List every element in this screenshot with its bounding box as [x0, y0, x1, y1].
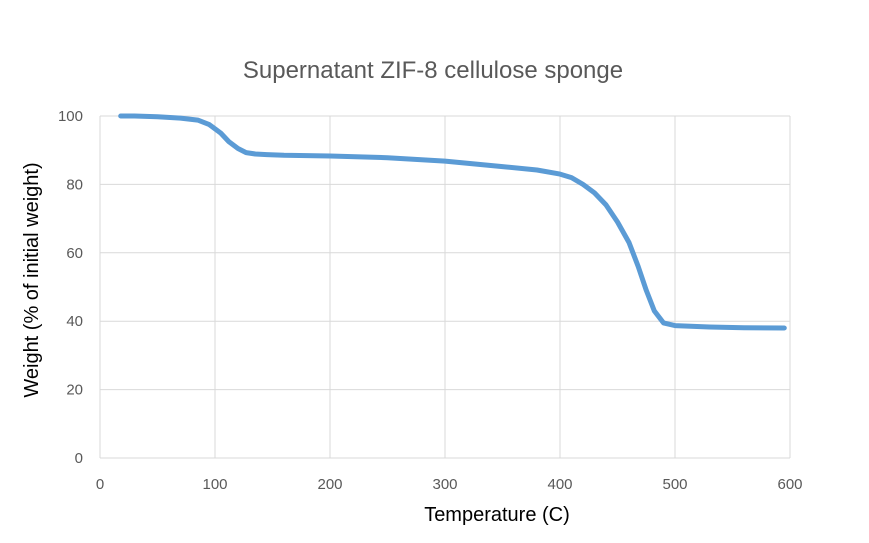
x-tick-label: 500	[662, 476, 687, 493]
x-tick-label: 400	[547, 476, 572, 493]
series-group	[118, 113, 787, 331]
y-tick-label: 60	[66, 245, 83, 262]
x-axis-ticks: 0 100 200 300 400 500 600	[96, 476, 803, 493]
y-tick-label: 100	[58, 108, 83, 125]
x-tick-label: 0	[96, 476, 104, 493]
gridlines	[99, 115, 791, 459]
x-tick-label: 600	[777, 476, 802, 493]
chart-title: Supernatant ZIF-8 cellulose sponge	[243, 57, 623, 84]
x-tick-label: 300	[432, 476, 457, 493]
y-tick-label: 80	[66, 176, 83, 193]
x-axis-title: Temperature (C)	[424, 504, 570, 526]
y-axis-ticks: 0 20 40 60 80 100	[58, 108, 83, 467]
x-tick-label: 200	[317, 476, 342, 493]
y-axis-title: Weight (% of initial weight)	[21, 162, 43, 397]
y-tick-label: 0	[75, 450, 83, 467]
x-tick-label: 100	[202, 476, 227, 493]
series-line	[118, 113, 787, 331]
y-tick-label: 40	[66, 313, 83, 330]
y-tick-label: 20	[66, 382, 83, 399]
